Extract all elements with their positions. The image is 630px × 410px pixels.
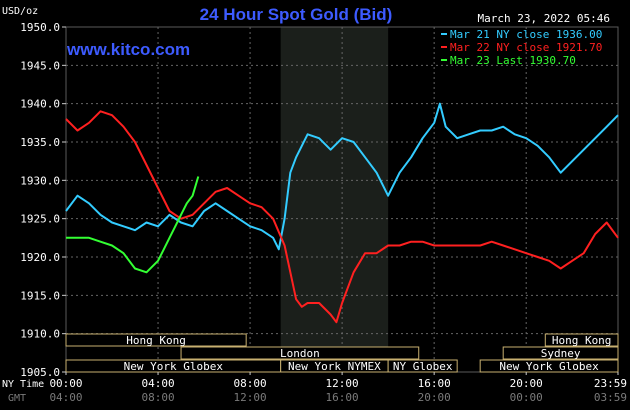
y-tick-label: 1905.0 — [20, 366, 60, 379]
x-tick-label-ny: 00:00 — [49, 377, 82, 390]
legend-entry: Mar 21 NY close 1936.00 — [450, 28, 602, 41]
session-bar — [544, 333, 619, 347]
legend-entry: Mar 23 Last 1930.70 — [450, 54, 576, 67]
axes: 1950.0 1945.0 1940.0 1935.0 1930.0 1925.0 1920… — [2, 21, 627, 404]
y-tick-label: 1920.0 — [20, 251, 60, 264]
session-bar — [387, 359, 458, 373]
x-tick-label-ny: 04:00 — [141, 377, 174, 390]
x-tick-label-gmt: 00:00 — [510, 391, 543, 404]
x-tick-label-gmt: 20:00 — [418, 391, 451, 404]
session-label: New York NYMEX — [288, 360, 381, 373]
x-tick-label-gmt: 03:59 — [594, 391, 627, 404]
session-bars: Hong Kong London New York Globex New York N… — [65, 333, 619, 373]
y-tick-label: 1945.0 — [20, 59, 60, 72]
x-tick-label-ny: 20:00 — [510, 377, 543, 390]
y-tick-label: 1915.0 — [20, 289, 60, 302]
y-tick-label: 1910.0 — [20, 328, 60, 341]
chart-title: 24 Hour Spot Gold (Bid) — [200, 5, 393, 24]
session-label: New York Globex — [499, 360, 599, 373]
series-line-1 — [65, 102, 619, 251]
session-label: Sydney — [541, 347, 581, 360]
session-bar — [502, 346, 619, 360]
unit-label: USD/oz — [2, 6, 38, 17]
session-bar — [65, 333, 247, 347]
x-tick-label-ny: 23:59 — [594, 377, 627, 390]
session-label: Hong Kong — [126, 334, 186, 347]
x-tick-label-ny: 16:00 — [418, 377, 451, 390]
session-label: New York Globex — [124, 360, 224, 373]
session-label: Hong Kong — [552, 334, 612, 347]
y-tick-label: 1940.0 — [20, 98, 60, 111]
timestamp: March 23, 2022 05:46 — [478, 12, 610, 25]
site-watermark: www.kitco.com — [66, 40, 190, 59]
session-bar — [479, 359, 619, 373]
y-tick-label: 1950.0 — [20, 21, 60, 34]
x-axis-label-ny: NY Time — [2, 379, 44, 390]
legend-swatch — [441, 33, 447, 35]
x-tick-label-ny: 08:00 — [234, 377, 267, 390]
session-bar — [180, 346, 420, 360]
y-tick-label: 1935.0 — [20, 136, 60, 149]
series-line-2 — [65, 110, 619, 324]
y-tick-label: 1925.0 — [20, 213, 60, 226]
x-tick-label-gmt: 16:00 — [326, 391, 359, 404]
legend-swatch — [441, 59, 447, 61]
plot-area — [65, 26, 619, 373]
session-label: London — [280, 347, 320, 360]
legend-swatch — [441, 46, 447, 48]
x-tick-label-gmt: 12:00 — [234, 391, 267, 404]
legend-entry: Mar 22 NY close 1921.70 — [450, 41, 602, 54]
x-tick-label-gmt: 08:00 — [141, 391, 174, 404]
x-tick-label-ny: 12:00 — [326, 377, 359, 390]
x-tick-label-gmt: 04:00 — [49, 391, 82, 404]
series-line-3 — [66, 176, 200, 274]
session-label: NY Globex — [393, 360, 453, 373]
x-axis-label-gmt: GMT — [8, 393, 26, 404]
y-tick-label: 1930.0 — [20, 174, 60, 187]
nymex-shaded-region — [280, 27, 389, 372]
